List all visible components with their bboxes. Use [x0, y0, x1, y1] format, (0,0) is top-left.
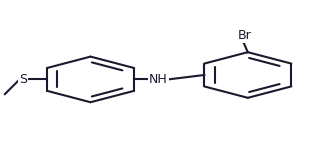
Text: S: S — [19, 73, 27, 86]
Text: NH: NH — [149, 73, 168, 86]
Text: Br: Br — [238, 30, 251, 42]
